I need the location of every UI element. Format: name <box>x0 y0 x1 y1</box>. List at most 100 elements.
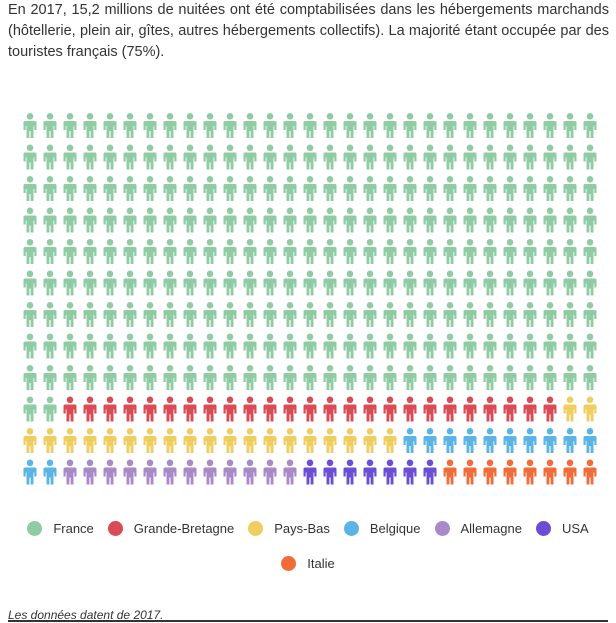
person-icon-pays-bas <box>23 428 37 453</box>
person-icon-belgique <box>403 428 417 453</box>
person-icon-france <box>343 144 357 170</box>
legend-item-grande-bretagne[interactable]: Grande-Bretagne <box>107 518 234 539</box>
person-icon-france <box>223 302 237 327</box>
person-icon-france <box>143 333 157 359</box>
legend-item-usa[interactable]: USA <box>535 518 589 539</box>
person-icon-france <box>23 333 37 359</box>
person-icon-france <box>443 239 457 264</box>
person-icon-pays-bas <box>243 428 257 453</box>
person-icon-france <box>363 333 377 359</box>
person-icon-france <box>63 333 77 359</box>
person-icon-pays-bas <box>43 428 57 453</box>
person-icon-france <box>303 207 317 233</box>
person-icon-france <box>183 144 197 170</box>
person-icon-france <box>463 302 477 327</box>
person-icon-france <box>203 176 217 201</box>
legend-item-pays-bas[interactable]: Pays-Bas <box>248 518 330 539</box>
person-icon-belgique <box>523 428 537 453</box>
legend-item-allemagne[interactable]: Allemagne <box>434 518 522 539</box>
person-icon-france <box>463 176 477 201</box>
person-icon-france <box>483 239 497 264</box>
person-icon-france <box>223 144 237 170</box>
person-icon-france <box>243 333 257 359</box>
person-icon-france <box>323 207 337 233</box>
chart-description: En 2017, 15,2 millions de nuitées ont ét… <box>8 2 609 60</box>
person-icon-pays-bas <box>183 428 197 453</box>
person-icon-france <box>23 270 37 296</box>
person-icon-pays-bas <box>83 428 97 453</box>
person-icon-france <box>143 144 157 170</box>
legend-item-belgique[interactable]: Belgique <box>343 518 421 539</box>
person-icon-grande-bretagne <box>123 396 137 422</box>
legend-item-france[interactable]: France <box>27 518 94 539</box>
person-icon-france <box>483 144 497 170</box>
person-icon-france <box>163 365 177 390</box>
person-icon-france <box>463 239 477 264</box>
person-icon-grande-bretagne <box>463 396 477 422</box>
person-icon-france <box>163 113 177 138</box>
person-icon-france <box>463 270 477 296</box>
person-icon-france <box>303 176 317 201</box>
legend-label-france: France <box>53 521 94 536</box>
person-icon-france <box>243 207 257 233</box>
person-icon-france <box>563 365 577 390</box>
person-icon-france <box>283 207 297 233</box>
person-icon-france <box>523 333 537 359</box>
person-icon-france <box>483 333 497 359</box>
person-icon-italie <box>543 459 557 485</box>
person-icon-italie <box>583 459 597 485</box>
person-icon-france <box>43 365 57 390</box>
person-icon-france <box>563 207 577 233</box>
legend-swatch-france <box>27 521 43 536</box>
person-icon-france <box>523 207 537 233</box>
person-icon-france <box>583 270 597 296</box>
person-icon-france <box>323 333 337 359</box>
person-icon-pays-bas <box>143 428 157 453</box>
person-icon-france <box>543 176 557 201</box>
person-icon-pays-bas <box>343 428 357 453</box>
person-icon-france <box>223 239 237 264</box>
person-icon-pays-bas <box>283 428 297 453</box>
person-icon-france <box>83 144 97 170</box>
person-icon-grande-bretagne <box>103 396 117 422</box>
person-icon-france <box>323 144 337 170</box>
person-icon-france <box>203 144 217 170</box>
person-icon-france <box>543 207 557 233</box>
person-icon-france <box>23 113 37 138</box>
person-icon-france <box>543 333 557 359</box>
person-icon-france <box>103 270 117 296</box>
person-icon-grande-bretagne <box>223 396 237 422</box>
person-icon-france <box>223 333 237 359</box>
person-icon-france <box>363 302 377 327</box>
person-icon-france <box>523 113 537 138</box>
person-icon-france <box>503 270 517 296</box>
person-icon-france <box>123 270 137 296</box>
person-icon-france <box>583 207 597 233</box>
person-icon-belgique <box>563 428 577 453</box>
person-icon-france <box>263 239 277 264</box>
person-icon-france <box>183 239 197 264</box>
person-icon-france <box>83 207 97 233</box>
person-icon-france <box>363 239 377 264</box>
person-icon-pays-bas <box>363 428 377 453</box>
person-icon-france <box>143 365 157 390</box>
person-icon-france <box>103 333 117 359</box>
person-icon-france <box>283 302 297 327</box>
person-icon-france <box>43 113 57 138</box>
person-icon-france <box>263 207 277 233</box>
person-icon-france <box>583 365 597 390</box>
person-icon-france <box>203 113 217 138</box>
person-icon-usa <box>303 459 317 485</box>
person-icon-france <box>343 113 357 138</box>
person-icon-pays-bas <box>103 428 117 453</box>
person-icon-france <box>343 207 357 233</box>
person-icon-france <box>323 302 337 327</box>
person-icon-france <box>283 113 297 138</box>
legend-swatch-italie <box>281 556 297 571</box>
person-icon-france <box>563 113 577 138</box>
person-icon-france <box>283 239 297 264</box>
person-icon-france <box>463 365 477 390</box>
legend-item-italie[interactable]: Italie <box>281 553 335 574</box>
person-icon-pays-bas <box>583 396 597 422</box>
person-icon-france <box>383 239 397 264</box>
